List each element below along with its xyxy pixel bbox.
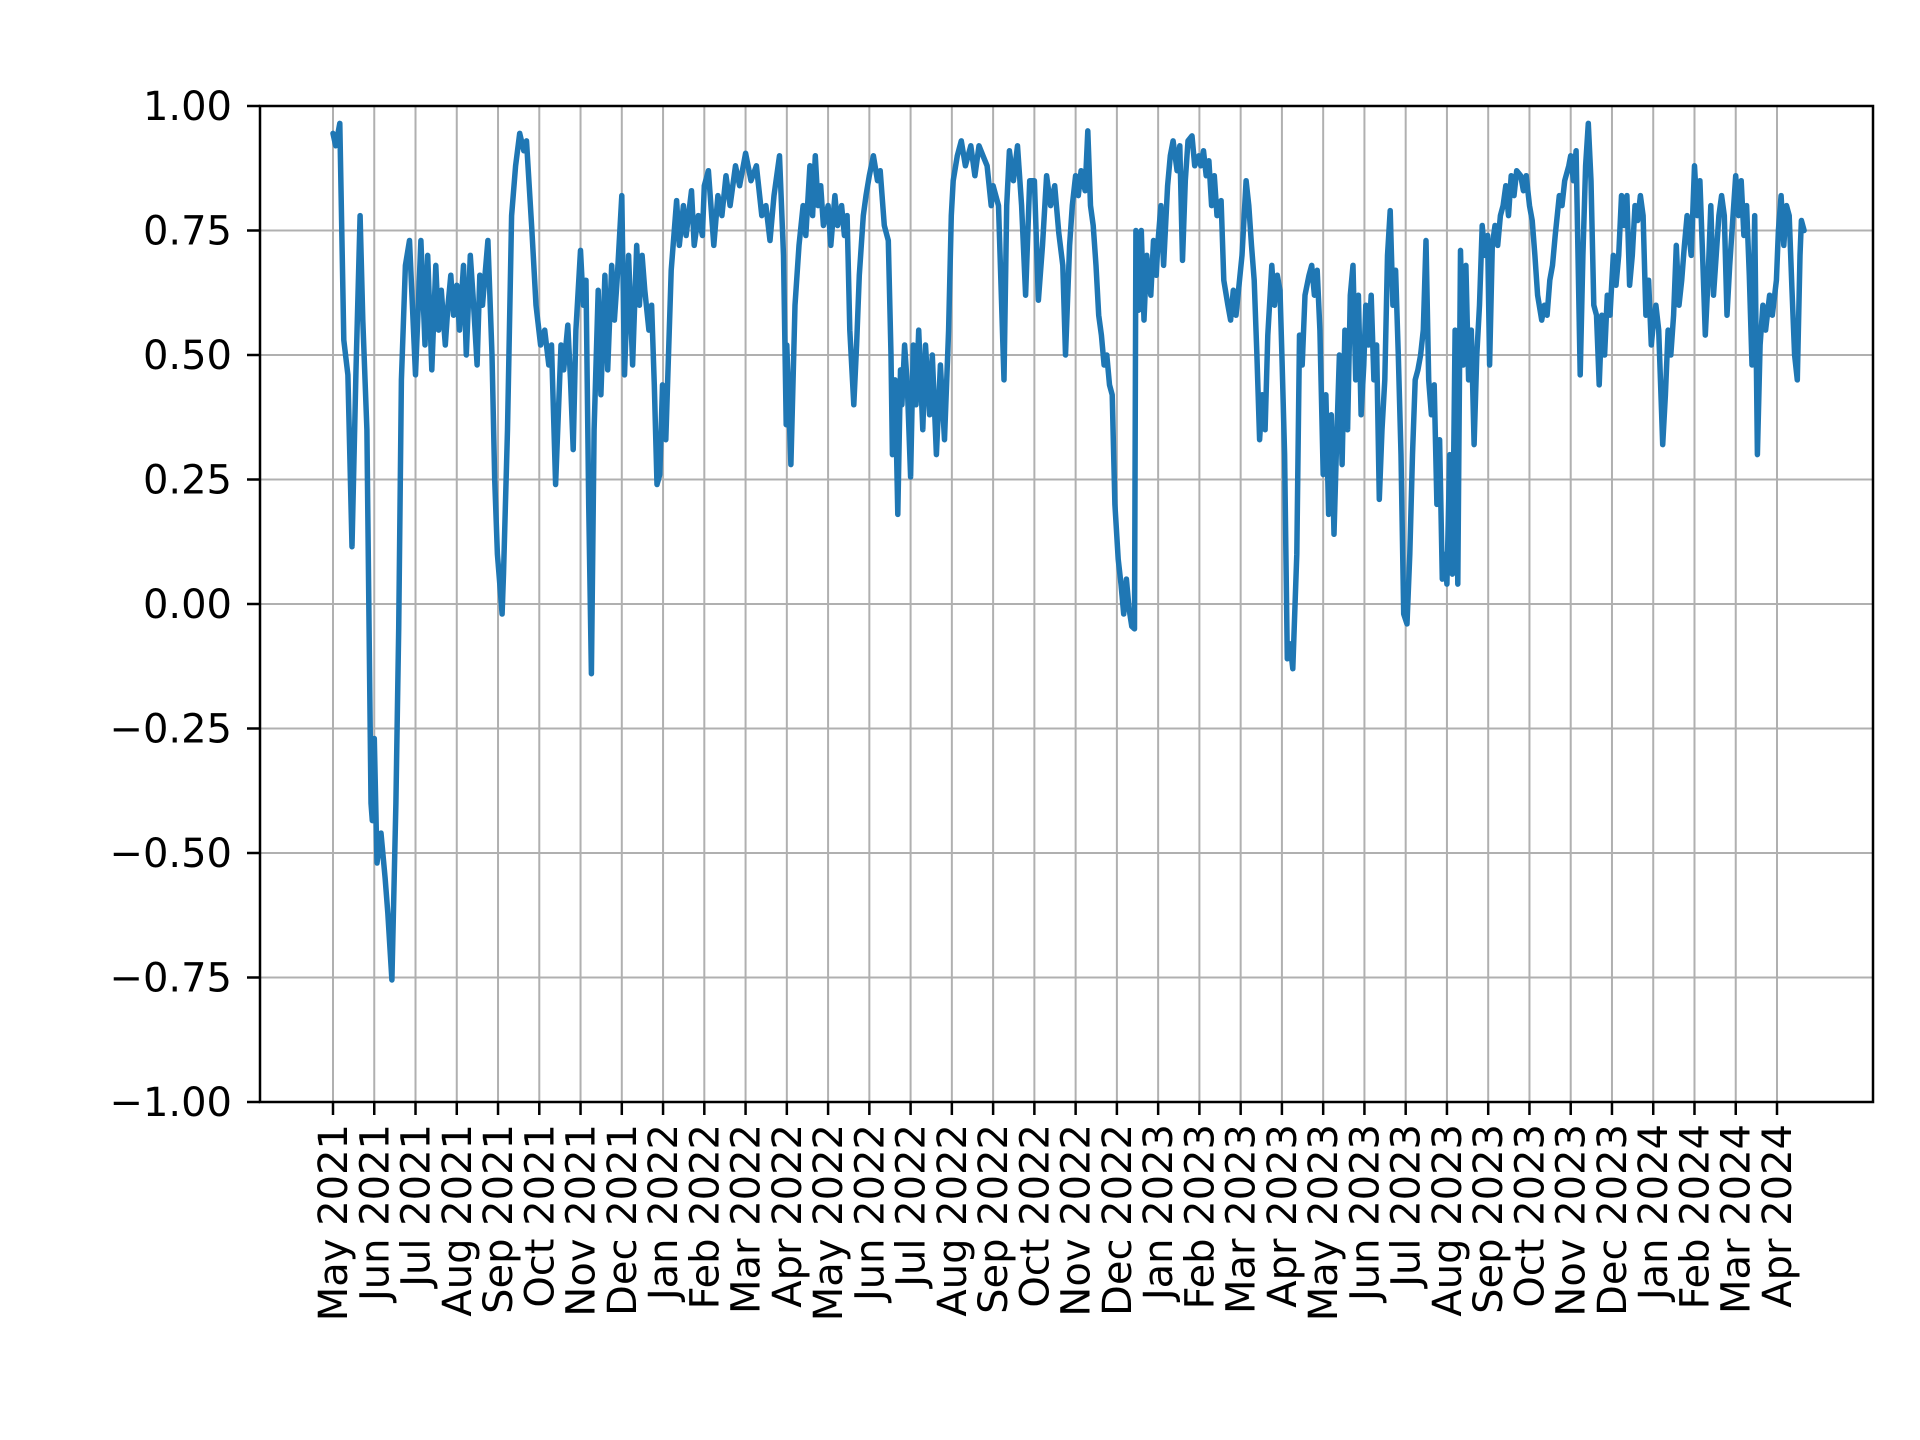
x-tick-label: Oct 2021	[517, 1124, 563, 1308]
x-tick-label: Mar 2023	[1219, 1124, 1265, 1314]
x-tick-label: Feb 2022	[682, 1124, 728, 1309]
correlation-line	[330, 120, 1807, 983]
y-tick-label: 0.75	[143, 209, 232, 255]
x-tick-label: Nov 2023	[1549, 1124, 1595, 1317]
x-tick-label: Oct 2022	[1012, 1124, 1058, 1308]
x-tick-label: Jun 2021	[352, 1124, 398, 1304]
x-tick-label: Jun 2023	[1342, 1124, 1388, 1304]
x-tick-label: May 2021	[311, 1124, 357, 1321]
y-tick-label: 1.00	[143, 84, 232, 130]
x-tick-label: Feb 2023	[1177, 1124, 1223, 1309]
x-tick-label: Aug 2022	[930, 1124, 976, 1317]
y-tick-label: −1.00	[109, 1080, 232, 1126]
x-tick-label: Jan 2023	[1136, 1124, 1182, 1303]
tick-labels: 1.00 0.75 0.50 0.25 0.00 −0.25 −0.50 −0.75 −1.00…	[109, 84, 1801, 1321]
x-tick-label: Jul 2021	[394, 1124, 440, 1290]
x-tick-label: May 2023	[1301, 1124, 1347, 1321]
x-tick-label: Mar 2024	[1714, 1124, 1760, 1314]
x-tick-label: Sep 2023	[1466, 1124, 1512, 1314]
x-tick-label: Dec 2023	[1590, 1124, 1636, 1316]
x-tick-label: Jul 2022	[889, 1124, 935, 1290]
tick-marks	[247, 104, 1779, 1115]
x-tick-label: Apr 2024	[1755, 1124, 1801, 1308]
x-tick-label: Dec 2022	[1095, 1124, 1141, 1316]
y-tick-label: 0.50	[143, 333, 232, 379]
y-tick-label: 0.00	[143, 582, 232, 628]
x-tick-label: May 2022	[806, 1124, 852, 1321]
x-tick-label: Sep 2022	[971, 1124, 1017, 1314]
x-tick-label: Aug 2023	[1425, 1124, 1471, 1317]
x-tick-label: Nov 2021	[559, 1124, 605, 1317]
x-tick-label: Sep 2021	[476, 1124, 522, 1314]
x-tick-label: Jul 2023	[1384, 1124, 1430, 1290]
y-tick-label: 0.25	[143, 458, 232, 504]
x-tick-label: Jan 2022	[641, 1124, 687, 1303]
x-tick-label: Dec 2021	[600, 1124, 646, 1316]
x-tick-label: Jan 2024	[1631, 1124, 1677, 1303]
x-tick-label: Jun 2022	[847, 1124, 893, 1304]
x-tick-label: Oct 2023	[1507, 1124, 1553, 1308]
x-tick-label: Feb 2024	[1672, 1124, 1718, 1309]
x-tick-label: Aug 2021	[435, 1124, 481, 1317]
x-tick-label: Nov 2022	[1054, 1124, 1100, 1317]
y-tick-label: −0.50	[109, 831, 232, 877]
x-tick-label: Apr 2023	[1260, 1124, 1306, 1308]
y-tick-label: −0.25	[109, 707, 232, 753]
y-tick-label: −0.75	[109, 956, 232, 1002]
x-tick-label: Mar 2022	[724, 1124, 770, 1314]
x-tick-label: Apr 2022	[765, 1124, 811, 1308]
